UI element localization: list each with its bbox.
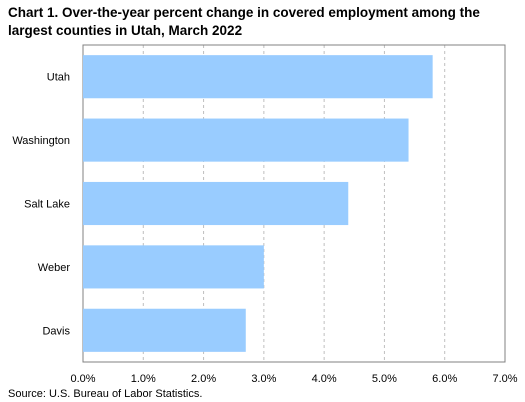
category-label: Weber <box>38 262 71 274</box>
x-tick-label: 0.0% <box>70 373 95 385</box>
category-label: Washington <box>12 135 70 147</box>
bar-davis <box>83 308 246 352</box>
bars <box>83 55 433 352</box>
x-tick-label: 4.0% <box>312 373 337 385</box>
bar-salt-lake <box>83 181 349 226</box>
x-tick-label: 6.0% <box>432 373 457 385</box>
x-tick-label: 2.0% <box>191 373 216 385</box>
bar-utah <box>83 55 433 99</box>
x-tick-label: 5.0% <box>372 373 397 385</box>
category-label: Salt Lake <box>24 199 70 211</box>
category-labels: Utah Washington Salt Lake Weber Davis <box>12 72 70 338</box>
x-tick-label: 3.0% <box>251 373 276 385</box>
x-tick-label: 1.0% <box>131 373 156 385</box>
category-label: Davis <box>42 325 70 337</box>
source-note: Source: U.S. Bureau of Labor Statistics. <box>8 388 203 400</box>
bar-washington <box>83 118 409 162</box>
bar-weber <box>83 245 264 289</box>
x-tick-label: 7.0% <box>492 373 517 385</box>
category-label: Utah <box>47 72 70 84</box>
x-tick-labels: 0.0% 1.0% 2.0% 3.0% 4.0% 5.0% 6.0% 7.0% <box>70 373 517 385</box>
chart-title: Chart 1. Over-the-year percent change in… <box>8 5 480 38</box>
